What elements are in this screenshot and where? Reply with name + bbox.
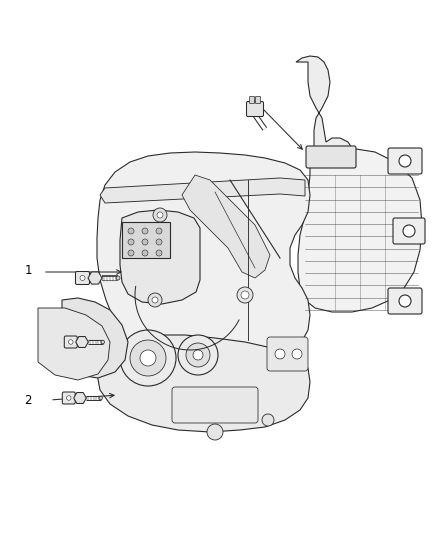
FancyBboxPatch shape: [393, 218, 425, 244]
Circle shape: [140, 350, 156, 366]
Circle shape: [142, 239, 148, 245]
FancyBboxPatch shape: [75, 271, 89, 285]
FancyBboxPatch shape: [64, 336, 77, 348]
Polygon shape: [97, 335, 310, 432]
Circle shape: [67, 395, 71, 400]
Polygon shape: [74, 392, 86, 403]
FancyBboxPatch shape: [122, 222, 170, 258]
Circle shape: [275, 349, 285, 359]
Circle shape: [399, 155, 411, 167]
Circle shape: [128, 239, 134, 245]
Circle shape: [99, 396, 102, 400]
Circle shape: [142, 228, 148, 234]
Circle shape: [186, 343, 210, 367]
Text: 2: 2: [24, 393, 32, 407]
Circle shape: [152, 297, 158, 303]
Circle shape: [128, 250, 134, 256]
Circle shape: [153, 208, 167, 222]
FancyBboxPatch shape: [388, 148, 422, 174]
Circle shape: [292, 349, 302, 359]
FancyBboxPatch shape: [247, 101, 264, 117]
Polygon shape: [97, 152, 310, 385]
FancyBboxPatch shape: [172, 387, 258, 423]
Polygon shape: [182, 175, 270, 278]
Polygon shape: [88, 272, 102, 284]
Circle shape: [156, 228, 162, 234]
Circle shape: [399, 295, 411, 307]
Polygon shape: [120, 210, 200, 304]
Circle shape: [237, 287, 253, 303]
Circle shape: [101, 340, 105, 344]
Circle shape: [403, 225, 415, 237]
FancyBboxPatch shape: [62, 392, 75, 404]
FancyBboxPatch shape: [306, 146, 356, 168]
Polygon shape: [298, 148, 422, 312]
Polygon shape: [296, 56, 352, 162]
Circle shape: [116, 276, 120, 280]
Polygon shape: [100, 178, 305, 203]
Circle shape: [68, 340, 73, 344]
FancyBboxPatch shape: [255, 96, 261, 103]
Circle shape: [148, 293, 162, 307]
Circle shape: [157, 212, 163, 218]
Circle shape: [80, 276, 85, 280]
Circle shape: [156, 250, 162, 256]
Text: 1: 1: [24, 263, 32, 277]
FancyBboxPatch shape: [250, 96, 254, 103]
Circle shape: [241, 291, 249, 299]
Polygon shape: [62, 298, 128, 378]
Circle shape: [178, 335, 218, 375]
FancyBboxPatch shape: [267, 337, 308, 371]
FancyBboxPatch shape: [388, 288, 422, 314]
Circle shape: [130, 340, 166, 376]
Circle shape: [120, 330, 176, 386]
Circle shape: [207, 424, 223, 440]
Circle shape: [262, 414, 274, 426]
Polygon shape: [38, 308, 110, 380]
Circle shape: [142, 250, 148, 256]
Circle shape: [156, 239, 162, 245]
Circle shape: [128, 228, 134, 234]
Circle shape: [193, 350, 203, 360]
Polygon shape: [76, 336, 88, 348]
